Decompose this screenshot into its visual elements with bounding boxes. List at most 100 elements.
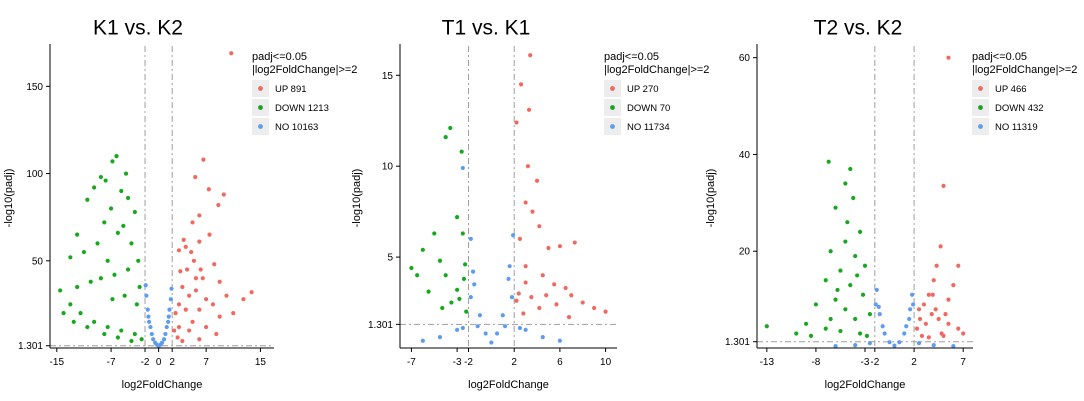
- data-point-no: [483, 331, 488, 336]
- data-point-up: [529, 294, 534, 300]
- data-point-up: [572, 240, 577, 245]
- y-tick-label: 10: [382, 162, 394, 173]
- data-point-down: [114, 154, 119, 159]
- legend-label: UP 891: [275, 84, 307, 95]
- data-point-up: [193, 288, 199, 293]
- y-tick-label: 150: [26, 82, 43, 93]
- data-point-up: [537, 224, 542, 229]
- data-point-down: [833, 205, 838, 210]
- data-point-up: [216, 202, 221, 208]
- legend-marker: [610, 86, 615, 91]
- y-tick-label: 100: [26, 169, 43, 180]
- data-point-down: [78, 311, 83, 316]
- data-point-down: [103, 178, 108, 183]
- data-point-up: [914, 326, 920, 331]
- legend-title-line-2: |log2FoldChange|>=2: [252, 64, 357, 76]
- legend: padj<=0.05|log2FoldChange|>=2 UP 270 DOWN …: [604, 51, 709, 135]
- data-point-up: [517, 236, 523, 242]
- y-tick-label: 20: [739, 247, 751, 258]
- data-point-no: [931, 342, 936, 348]
- data-point-up: [923, 321, 928, 326]
- data-point-down: [833, 297, 838, 302]
- data-point-no: [853, 342, 858, 348]
- data-point-down: [848, 282, 853, 288]
- data-point-up: [946, 321, 951, 326]
- data-point-no: [510, 233, 516, 238]
- data-point-down: [132, 331, 137, 337]
- data-point-up: [534, 178, 540, 183]
- data-point-down: [115, 230, 120, 235]
- x-tick-label: 10: [600, 357, 612, 368]
- data-point-down: [68, 255, 73, 260]
- x-tick-label: -3: [861, 357, 870, 368]
- data-point-down: [108, 206, 114, 211]
- data-point-no: [908, 307, 913, 312]
- data-point-no: [158, 342, 163, 347]
- data-point-no: [169, 286, 174, 291]
- data-point-up: [193, 174, 198, 180]
- data-point-no: [460, 165, 465, 171]
- data-point-no: [494, 331, 500, 336]
- x-tick-label: 6: [557, 357, 563, 368]
- data-point-up: [943, 312, 948, 317]
- data-point-up: [926, 335, 931, 340]
- data-point-up: [229, 51, 234, 56]
- chart-title: T1 vs. K1: [442, 16, 531, 39]
- data-point-up: [214, 331, 219, 337]
- data-point-down: [75, 284, 80, 290]
- legend-marker: [978, 124, 983, 129]
- data-point-down: [860, 292, 866, 297]
- data-point-down: [125, 267, 131, 272]
- data-point-up: [197, 239, 202, 244]
- volcano-panel-1: K1 vs. K2 -15 -7 -2 0 2 7 15 1.301 50 100 150 log2Fo…: [3, 16, 357, 391]
- y-tick-label: 50: [32, 256, 44, 267]
- data-point-no: [489, 340, 494, 345]
- data-point-down: [125, 195, 131, 201]
- data-point-no: [907, 316, 912, 322]
- data-point-up: [537, 305, 542, 311]
- data-point-down: [855, 273, 860, 278]
- data-point-up: [934, 263, 939, 268]
- data-point-no: [145, 307, 150, 312]
- data-point-down: [85, 197, 90, 202]
- data-point-down: [823, 278, 828, 283]
- data-point-no: [460, 325, 465, 331]
- chart-title: T2 vs. K2: [814, 16, 903, 39]
- data-point-up: [201, 157, 206, 162]
- data-point-down: [459, 149, 464, 154]
- data-point-up: [523, 264, 528, 269]
- data-point-up: [176, 248, 182, 253]
- x-tick-label: -8: [811, 357, 820, 368]
- data-point-no: [897, 340, 902, 345]
- data-point-down: [764, 324, 769, 329]
- y-tick-label: 1.301: [18, 341, 43, 352]
- data-point-no: [517, 325, 523, 331]
- data-point-down: [409, 265, 414, 271]
- y-axis-title: -log10(padj): [705, 169, 717, 228]
- data-point-down: [864, 333, 870, 339]
- data-point-down: [448, 125, 453, 131]
- data-point-down: [443, 273, 448, 278]
- data-point-down: [95, 241, 100, 246]
- data-point-up: [210, 302, 216, 307]
- data-point-down: [105, 324, 110, 330]
- data-point-up: [185, 267, 190, 272]
- data-point-down: [794, 331, 799, 336]
- data-point-down: [838, 268, 843, 273]
- data-point-up: [557, 244, 562, 249]
- x-tick-label: -7: [107, 357, 116, 368]
- data-point-no: [892, 343, 897, 348]
- data-point-down: [137, 284, 142, 290]
- data-point-down: [110, 297, 115, 302]
- data-point-up: [190, 220, 195, 225]
- data-point-down: [845, 220, 850, 225]
- y-tick-label: 5: [387, 253, 393, 264]
- data-point-down: [463, 262, 468, 267]
- data-point-up: [176, 324, 182, 330]
- data-point-down: [136, 258, 141, 263]
- data-point-down: [432, 231, 437, 236]
- data-point-up: [933, 307, 938, 312]
- data-point-no: [161, 337, 167, 342]
- data-point-no: [167, 307, 172, 312]
- data-point-up: [546, 245, 551, 251]
